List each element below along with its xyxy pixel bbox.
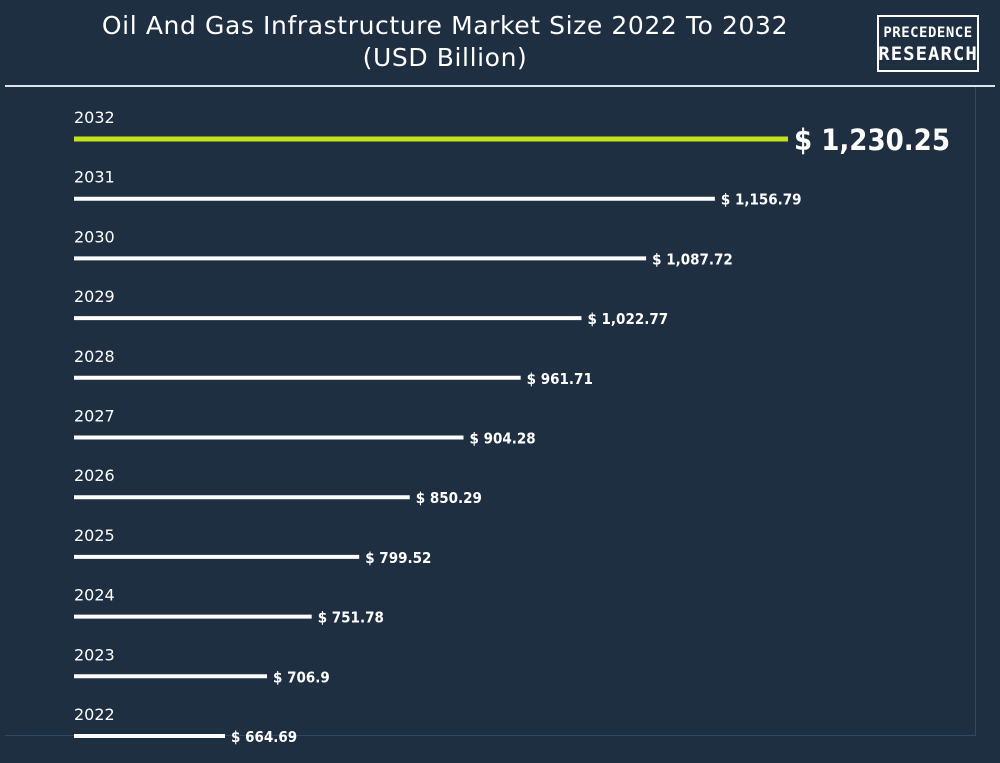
category-label-2027: 2027 <box>74 407 115 426</box>
category-label-2025: 2025 <box>74 526 115 545</box>
value-label-2025: $ 799.52 <box>365 549 431 567</box>
category-label-2024: 2024 <box>74 586 115 605</box>
category-label-2032: 2032 <box>74 108 115 127</box>
title-divider <box>5 85 995 87</box>
precedence-research-logo: PRECEDENCE RESEARCH <box>877 15 979 72</box>
value-label-2026: $ 850.29 <box>416 489 482 507</box>
chart-title: Oil And Gas Infrastructure Market Size 2… <box>0 10 890 74</box>
category-label-2030: 2030 <box>74 227 115 246</box>
logo-line2: RESEARCH <box>878 42 978 65</box>
value-label-2023: $ 706.9 <box>273 668 330 686</box>
category-label-2028: 2028 <box>74 347 115 366</box>
value-label-2027: $ 904.28 <box>470 430 536 448</box>
category-label-2031: 2031 <box>74 168 115 187</box>
category-label-2022: 2022 <box>74 705 115 724</box>
value-label-2031: $ 1,156.79 <box>721 191 802 209</box>
value-label-2028: $ 961.71 <box>527 370 593 388</box>
chart-title-line1: Oil And Gas Infrastructure Market Size 2… <box>101 11 789 40</box>
value-label-2029: $ 1,022.77 <box>587 310 668 328</box>
value-label-2022: $ 664.69 <box>231 728 297 746</box>
category-label-2023: 2023 <box>74 645 115 664</box>
value-label-2030: $ 1,087.72 <box>652 250 733 268</box>
value-label-2024: $ 751.78 <box>318 609 384 627</box>
category-label-2029: 2029 <box>74 287 115 306</box>
logo-line1: PRECEDENCE <box>883 24 973 41</box>
frame-line-bottom <box>5 735 976 736</box>
chart-title-line2: (USD Billion) <box>362 43 528 72</box>
frame-line-right <box>975 87 976 735</box>
value-label-2032: $ 1,230.25 <box>794 123 950 157</box>
category-label-2026: 2026 <box>74 466 115 485</box>
